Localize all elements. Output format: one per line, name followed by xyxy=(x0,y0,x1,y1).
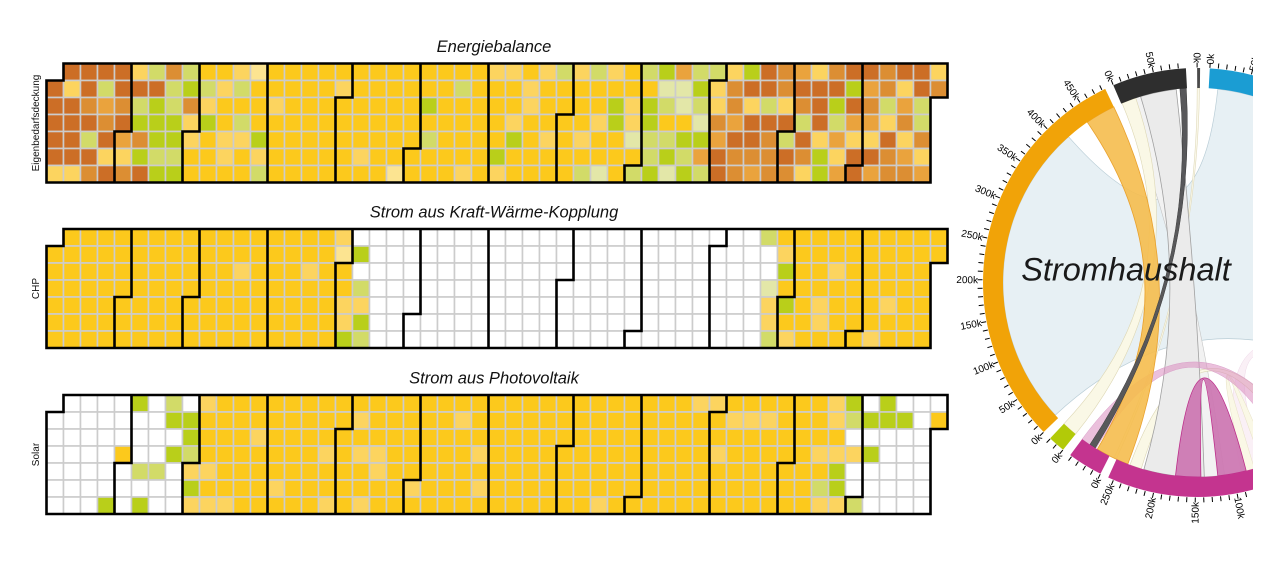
svg-text:Solar: Solar xyxy=(31,442,42,466)
svg-text:CHP: CHP xyxy=(31,278,42,299)
svg-text:0k: 0k xyxy=(1206,53,1218,65)
svg-text:Strom aus Kraft-Wärme-Kopplung: Strom aus Kraft-Wärme-Kopplung xyxy=(370,204,619,222)
svg-text:0k: 0k xyxy=(1191,52,1202,64)
svg-text:150k: 150k xyxy=(1190,501,1201,524)
svg-text:Energiebalance: Energiebalance xyxy=(437,38,552,56)
svg-text:Strom aus Photovoltaik: Strom aus Photovoltaik xyxy=(409,370,579,388)
svg-text:Stromhaushalt: Stromhaushalt xyxy=(1021,252,1233,288)
svg-text:200k: 200k xyxy=(956,275,979,286)
svg-text:Eigenbedarfsdeckung: Eigenbedarfsdeckung xyxy=(31,75,42,172)
